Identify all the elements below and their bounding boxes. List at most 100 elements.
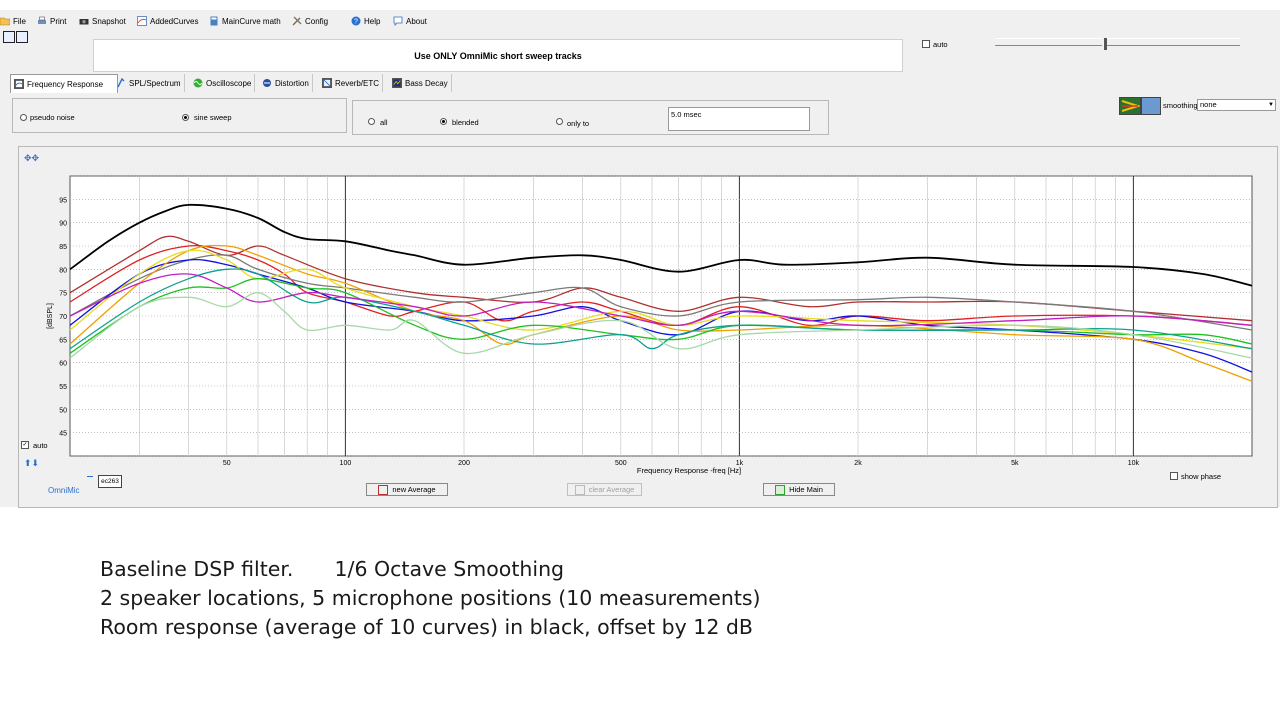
radio-only-to[interactable] <box>556 118 563 125</box>
show-phase-checkbox[interactable] <box>1170 472 1178 480</box>
meter-icon <box>117 78 125 88</box>
y-auto-checkbox[interactable]: ✓ <box>21 441 29 449</box>
device-label: OmniMic <box>48 486 80 495</box>
radio-blended[interactable] <box>440 118 447 125</box>
slider-left[interactable] <box>995 38 1102 46</box>
menu-help-label: Help <box>364 16 381 26</box>
y-tick-label: 85 <box>59 244 67 251</box>
caption-line-1: Baseline DSP filter. 1/6 Octave Smoothin… <box>100 557 564 581</box>
menu-snapshot[interactable]: Snapshot <box>79 14 126 28</box>
y-auto-label: auto <box>33 441 48 450</box>
series-line-10 <box>69 292 1253 359</box>
window-group: all blended only to 5.0 msec <box>352 100 829 135</box>
y-tick-label: 70 <box>59 314 67 321</box>
hide-main-button[interactable]: Hide Main <box>763 483 835 496</box>
device-id: ec263 <box>98 475 122 488</box>
clear-average-label: clear Average <box>588 485 635 494</box>
y-tick-label: 75 <box>59 291 67 298</box>
average-icon <box>378 484 389 495</box>
tab-reverb-etc-label: Reverb/ETC <box>335 78 380 88</box>
tab-reverb-etc[interactable]: Reverb/ETC <box>319 74 384 92</box>
menu-file-label: File <box>13 16 26 26</box>
tab-spl-spectrum-label: SPL/Spectrum <box>129 78 181 88</box>
x-tick-label: 2k <box>854 460 862 467</box>
chart-view-icon[interactable] <box>1141 97 1161 115</box>
x-tick-label: 50 <box>223 460 231 467</box>
radio-pseudo-noise-label: pseudo noise <box>30 113 75 122</box>
y-tick-label: 55 <box>59 384 67 391</box>
smoothing-label: smoothing <box>1163 101 1198 110</box>
menu-maincurve-math[interactable]: MainCurve math <box>209 14 281 28</box>
x-tick-label: 5k <box>1011 460 1019 467</box>
tab-oscilloscope[interactable]: Oscilloscope <box>190 74 256 92</box>
radio-sine-sweep-label: sine sweep <box>194 113 232 122</box>
y-tick-label: 90 <box>59 221 67 228</box>
new-average-button[interactable]: new Average <box>366 483 448 496</box>
radio-pseudo-noise[interactable] <box>20 114 27 121</box>
menu-print[interactable]: Print <box>37 14 66 28</box>
chevron-down-icon: ▼ <box>1268 102 1274 108</box>
zoom-in-button[interactable] <box>16 31 28 43</box>
menu-about[interactable]: About <box>393 14 427 28</box>
menu-snapshot-label: Snapshot <box>92 16 126 26</box>
help-icon: ? <box>351 16 361 26</box>
tab-distortion[interactable]: Distortion <box>259 74 313 92</box>
radio-all-label: all <box>380 118 388 127</box>
clear-icon <box>574 484 585 495</box>
hide-main-label: Hide Main <box>789 485 823 494</box>
tab-spl-spectrum[interactable]: SPL/Spectrum <box>113 74 185 92</box>
hide-icon <box>775 484 786 495</box>
caption-line-3: Room response (average of 10 curves) in … <box>100 615 753 639</box>
tools-icon <box>292 16 302 26</box>
signal-group: pseudo noise sine sweep <box>12 98 347 133</box>
omnimic-window: File Print Snapshot AddedCurves MainCurv… <box>0 10 1280 508</box>
vertical-zoom-icon[interactable]: ✥✥ <box>24 153 40 163</box>
reverb-icon <box>322 78 332 88</box>
x-tick-label: 500 <box>615 460 627 467</box>
menu-file[interactable]: File <box>0 14 26 28</box>
color-curves-icon[interactable] <box>1119 97 1142 115</box>
y-tick-label: 45 <box>59 431 67 438</box>
frequency-response-chart[interactable]: 45 50 55 60 65 70 75 80 85 90 95 50 100 200 500 1k 2k 5k 1… <box>40 156 1270 486</box>
tab-bass-decay[interactable]: Bass Decay <box>389 74 452 92</box>
series-line-3 <box>69 254 1253 331</box>
y-tick-label: 80 <box>59 267 67 274</box>
caption-smoothing: 1/6 Octave Smoothing <box>334 557 565 581</box>
tab-frequency-response[interactable]: Frequency Response <box>10 74 118 93</box>
clear-average-button[interactable]: clear Average <box>567 483 642 496</box>
radio-all[interactable] <box>368 118 375 125</box>
series-line-1 <box>69 244 1253 327</box>
radio-sine-sweep[interactable] <box>182 114 189 121</box>
calculator-icon <box>210 16 218 26</box>
smoothing-select[interactable]: none ▼ <box>1197 99 1276 111</box>
time-window-input[interactable]: 5.0 msec <box>668 107 810 131</box>
top-auto-checkbox[interactable] <box>922 40 930 48</box>
tab-frequency-response-label: Frequency Response <box>27 79 104 89</box>
tab-oscilloscope-label: Oscilloscope <box>206 78 252 88</box>
radio-only-to-label: only to <box>567 119 590 128</box>
menu-addedcurves-label: AddedCurves <box>150 16 199 26</box>
x-axis-label: Frequency Response -freq [Hz] <box>637 466 741 475</box>
y-tick-label: 65 <box>59 337 67 344</box>
y-axis-label: [dBSPL] <box>47 303 54 329</box>
chat-icon <box>393 16 403 26</box>
folder-icon <box>0 17 10 26</box>
slider-right[interactable] <box>1106 38 1240 46</box>
scroll-arrows-icon[interactable]: ⬆⬇ <box>24 458 40 468</box>
caption-filter: Baseline DSP filter. <box>100 557 294 581</box>
radio-blended-label: blended <box>452 118 479 127</box>
series-line-9 <box>69 273 1253 327</box>
menu-addedcurves[interactable]: AddedCurves <box>137 14 198 28</box>
menu-config[interactable]: Config <box>292 14 328 28</box>
zoom-out-button[interactable] <box>3 31 15 43</box>
printer-icon <box>38 16 46 24</box>
tab-distortion-label: Distortion <box>275 78 309 88</box>
distortion-icon <box>263 79 271 87</box>
x-tick-label: 100 <box>340 460 352 467</box>
menu-help[interactable]: ? Help <box>351 14 380 28</box>
device-dash <box>87 476 93 477</box>
caption-line-2: 2 speaker locations, 5 microphone positi… <box>100 586 761 610</box>
frequency-icon <box>14 79 24 89</box>
top-auto-label: auto <box>933 40 948 49</box>
slider-thumb[interactable] <box>1104 38 1107 50</box>
